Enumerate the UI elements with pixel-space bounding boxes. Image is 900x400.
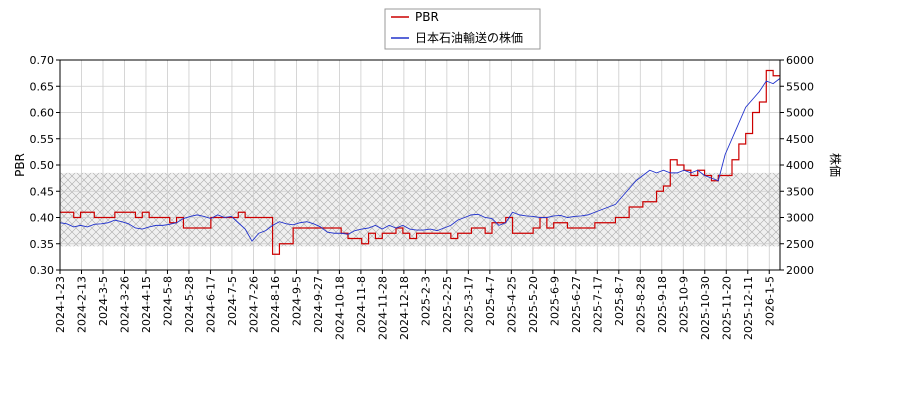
y-right-tick-label: 5000 [786,107,814,120]
y-left-tick-label: 0.40 [30,212,55,225]
y-right-tick-label: 4500 [786,133,814,146]
x-tick-label: 2025-4-25 [505,276,518,333]
y-axis-right-label: 株価 [828,153,843,177]
x-tick-label: 2025-4-7 [484,276,497,326]
x-tick-label: 2025-10-9 [677,276,690,333]
y-left-tick-label: 0.50 [30,159,55,172]
y-right-tick-label: 3500 [786,185,814,198]
x-tick-label: 2024-1-23 [54,276,67,333]
x-tick-label: 2024-11-8 [355,276,368,333]
band-hatch [60,172,780,247]
y-axis-left-label: PBR [13,153,27,177]
x-tick-label: 2024-2-13 [75,276,88,333]
x-tick-label: 2025-5-20 [527,276,540,333]
y-right-tick-label: 2000 [786,264,814,277]
x-tick-label: 2025-6-9 [548,276,561,326]
x-tick-label: 2024-3-5 [97,276,110,326]
legend-pbr-label: PBR [415,10,439,24]
y-right-tick-label: 3000 [786,212,814,225]
x-tick-label: 2025-11-20 [720,276,733,340]
x-tick-label: 2024-4-15 [140,276,153,333]
x-tick-label: 2024-5-8 [161,276,174,326]
y-left-tick-label: 0.30 [30,264,55,277]
y-left-tick-label: 0.35 [30,238,55,251]
x-tick-label: 2024-11-28 [376,276,389,340]
x-tick-label: 2025-3-17 [462,276,475,333]
x-tick-label: 2024-7-26 [247,276,260,333]
y-right-tick-label: 5500 [786,80,814,93]
y-left-tick-label: 0.60 [30,107,55,120]
y-left-tick-label: 0.55 [30,133,55,146]
x-tick-label: 2024-12-18 [398,276,411,340]
shaded-range-band [60,172,780,247]
x-tick-label: 2025-8-7 [613,276,626,326]
x-tick-label: 2025-8-28 [634,276,647,333]
stock-price-line [59,78,781,242]
x-tick-label: 2024-5-28 [183,276,196,333]
x-tick-label: 2025-6-27 [570,276,583,333]
x-tick-label: 2024-8-16 [269,276,282,333]
tick-labels: 0.30 0.35 0.40 0.45 0.50 0.55 0.60 0.65 0.70 2000… [30,54,815,340]
legend-box [384,8,541,50]
x-tick-label: 2025-12-11 [742,276,755,340]
legend: PBR 日本石油輸送の株価 [384,8,541,50]
y-right-tick-label: 6000 [786,54,814,67]
x-tick-label: 2024-3-26 [118,276,131,333]
x-tick-label: 2025-9-18 [656,276,669,333]
y-left-tick-label: 0.45 [30,185,55,198]
y-left-tick-label: 0.70 [30,54,55,67]
pbr-line [60,69,780,255]
x-tick-label: 2024-6-17 [204,276,217,333]
x-tick-label: 2026-1-5 [763,276,776,326]
legend-price-label: 日本石油輸送の株価 [415,30,523,45]
x-tick-label: 2025-2-25 [441,276,454,333]
x-tick-label: 2024-9-27 [312,276,325,333]
x-tick-label: 2025-2-3 [419,276,432,326]
y-left-tick-label: 0.65 [30,80,55,93]
x-tick-label: 2024-9-5 [290,276,303,326]
y-right-tick-label: 4000 [786,159,814,172]
y-right-tick-label: 2500 [786,238,814,251]
x-tick-label: 2025-7-17 [591,276,604,333]
x-tick-label: 2024-7-5 [226,276,239,326]
x-tick-label: 2025-10-30 [699,276,712,340]
series-lines [59,69,781,255]
x-tick-label: 2024-10-18 [333,276,346,340]
